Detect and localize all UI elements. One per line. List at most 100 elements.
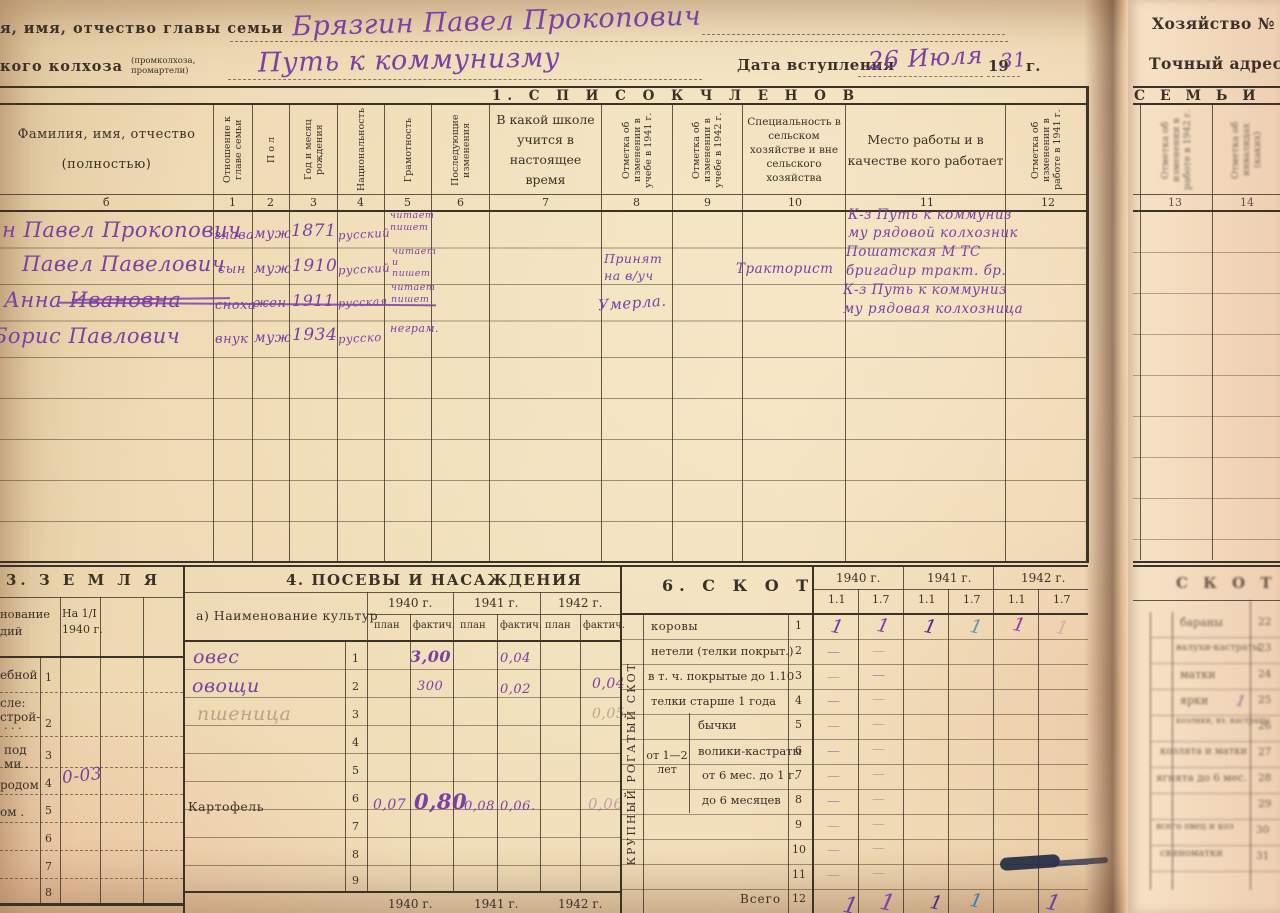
divider [185,640,620,642]
family-title: С Е М Ь И [1134,88,1261,104]
land-rownum: 2 [45,717,52,730]
livestock-dash: — [827,719,840,734]
divider [1133,86,1280,88]
year-suffix: г. [1026,57,1041,75]
member-work: К-з Путь к коммуниз му рядовая колхозниц… [843,282,1024,317]
land-garden-value: 0-03 [61,763,104,789]
crop-name-pencil: пшеница [197,703,292,725]
crops-sub: фактич. [500,620,543,631]
colnum: 4 [357,196,364,209]
rp-rownum: 24 [1258,668,1272,680]
livestock-label: волики-кастраты [698,744,802,758]
members-col3-header: Год и месяц рождения [302,119,325,181]
divider [185,891,620,893]
members-col4-header: Национальность [355,108,367,192]
crops-sub: план [374,620,400,631]
member-name: ин Павел Прокопович [0,218,242,242]
divider [0,692,183,693]
crop-value: 0,06. [500,799,536,814]
crops-sub: план [545,620,571,631]
divider [228,79,702,80]
crops-rownum: 7 [352,820,359,833]
crop-value: 0,07 [373,797,407,813]
divider [858,76,983,77]
livestock-dash: — [872,717,885,732]
crop-value-pencil: 0,05 [592,706,626,722]
rp-colnum: 13 [1168,196,1182,209]
crops-rownum: 3 [352,708,359,721]
divider [0,86,1088,88]
livestock-rownum: 11 [792,868,806,881]
divider [185,592,620,593]
member-literacy: читает пишет [390,210,435,233]
land-label: родом [0,778,39,792]
owner-label: я, имя, отчество главы семьи [0,20,284,37]
livestock-year: 1941 г. [927,571,972,585]
member-relation: глава [214,228,255,243]
rp-livestock-label: ягнята до 6 мес. [1156,772,1247,784]
livestock-dash: — [827,670,840,685]
livestock-group-1-2: от 1—2 лет [645,713,690,813]
member-born: 1911 [292,291,335,310]
member-specialty: Тракторист [736,261,834,277]
land-label: строй- [0,710,41,724]
member-nationality: русский [337,225,391,243]
crop-name: овес [193,646,240,668]
member-literacy: читает и пишет [392,246,437,279]
crops-footer-year: 1942 г. [558,897,603,911]
divider [60,597,61,905]
divider [1212,105,1213,560]
livestock-label: нетели (телки покрыт.) [651,644,794,658]
rp-col14-header: Отметка об инвалидах (каких) [1229,121,1263,179]
adjacent-page [1128,0,1280,913]
land-label: ми . [4,757,29,771]
table-rows [0,358,1088,563]
livestock-dash: — [872,792,885,807]
divider [0,767,183,768]
livestock-dash: — [827,868,840,883]
land-rownum: 4 [45,777,52,790]
member-born: 1871 [291,221,337,241]
members-col11-header: Место работы и в качестве кого работает [847,132,1004,168]
rp-livestock-label: валухи-кастраты [1176,642,1261,653]
rp-livestock-label: свиноматки [1160,848,1223,859]
crops-rownum: 8 [352,848,359,861]
members-col10-header: Специальность в сельском хозяйстве и вне… [747,116,841,184]
colnum: 6 [457,196,464,209]
divider [987,76,1020,77]
divider [0,656,183,658]
page-gutter [1084,0,1136,913]
crops-rownum: 1 [352,652,359,665]
divider [40,658,41,905]
table-rows [185,642,620,892]
exact-address-label: Точный адрес [1149,54,1280,73]
livestock-dash: — [827,843,840,858]
land-rownum: 3 [45,749,52,762]
rp-col13-header: Отметка об изменении в работе в 1942 г. [1159,109,1193,191]
livestock-side-label: КРУПНЫЙ РОГАТЫЙ СКОТ [625,662,638,866]
livestock-year: 1942 г. [1021,571,1066,585]
livestock-sub: 1.7 [872,593,890,606]
member-work: Пошатская М ТС бригадир тракт. бр. [846,244,1007,279]
members-col-name-header: Фамилия, имя, отчество (полностью) [17,127,196,172]
land-head-name: нование дий [0,607,51,638]
livestock-sub: 1.7 [963,593,981,606]
members-col7-header: В какой школе учится в настоящее время [496,112,595,187]
colnum: 9 [704,196,711,209]
livestock-dash: — [827,819,840,834]
rp-rownum: 31 [1256,850,1270,862]
household-number-label: Хозяйство № [1152,14,1276,33]
divider [1150,612,1151,890]
livestock-dash: — [827,769,840,784]
livestock-dash: — [827,694,840,709]
livestock-rownum: 5 [795,718,802,731]
crops-rownum: 6 [352,792,359,805]
divider [0,794,183,795]
colnum: 5 [404,196,411,209]
livestock-rownum: 6 [795,744,802,757]
member-nationality: русский [337,260,391,278]
divider [1133,565,1280,567]
divider [1250,600,1251,890]
crop-value: 0,04 [500,651,531,666]
divider [620,565,622,913]
